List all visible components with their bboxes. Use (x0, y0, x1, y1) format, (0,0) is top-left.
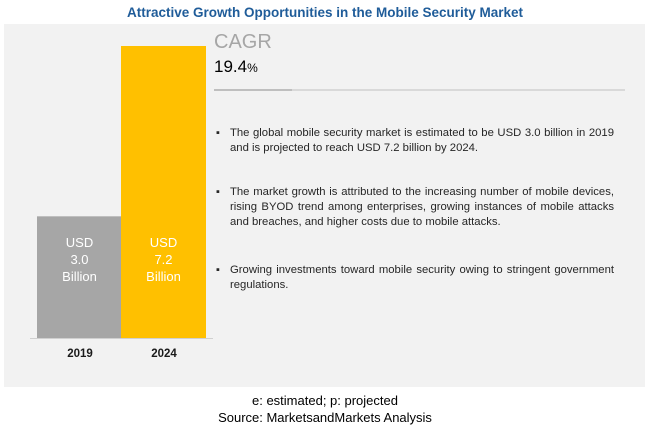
bar-2024 (121, 46, 206, 338)
footer-source: Source: MarketsandMarkets Analysis (218, 410, 432, 425)
bullet-item: ▪ Growing investments toward mobile secu… (216, 263, 614, 293)
bar-label-2019: USD 3.0 Billion (37, 234, 122, 285)
bullet-text: The global mobile security market is est… (230, 127, 614, 154)
bar-label-amount: 3.0 (70, 252, 89, 267)
bullet-dot: ▪ (216, 127, 220, 139)
cagr-value: 19.4% (214, 57, 258, 77)
cagr-divider-accent (214, 89, 292, 91)
bar-label-amount: 7.2 (154, 252, 173, 267)
bar-label-currency: USD (149, 235, 178, 250)
x-tick-2024: 2024 (151, 348, 177, 360)
bar-label-unit: Billion (62, 269, 97, 284)
chart-title: Attractive Growth Opportunities in the M… (126, 5, 524, 20)
bar-label-currency: USD (65, 235, 94, 250)
bar-2019 (37, 216, 122, 338)
bullet-dot: ▪ (216, 186, 220, 198)
cagr-unit: % (247, 61, 258, 75)
bullet-item: ▪ The market growth is attributed to the… (216, 185, 614, 230)
footer-note: e: estimated; p: projected (252, 393, 398, 408)
bar-label-unit: Billion (146, 269, 181, 284)
cagr-number: 19.4 (214, 57, 248, 76)
bullet-list: ▪ The global mobile security market is e… (216, 126, 614, 322)
bar-label-2024: USD 7.2 Billion (121, 234, 206, 285)
cagr-divider (214, 89, 625, 91)
bullet-item: ▪ The global mobile security market is e… (216, 126, 614, 156)
bullet-text: The market growth is attributed to the i… (230, 186, 614, 228)
bullet-text: Growing investments toward mobile securi… (230, 264, 614, 291)
x-tick-2019: 2019 (67, 348, 93, 360)
bullet-dot: ▪ (216, 264, 220, 276)
cagr-label: CAGR (214, 31, 272, 53)
